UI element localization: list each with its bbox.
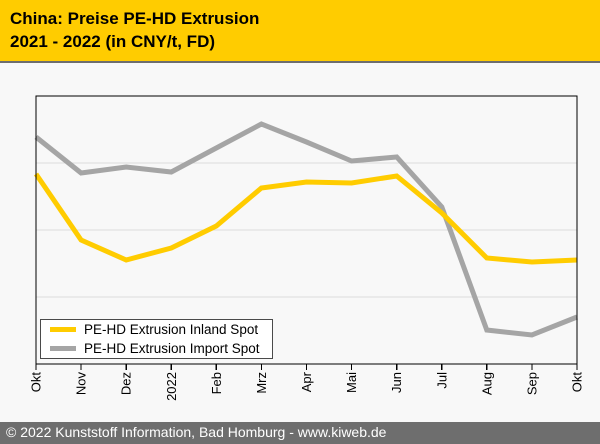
copyright-text: © 2022 Kunststoff Information, Bad Hombu… — [6, 424, 387, 440]
x-tick-label: Dez — [119, 372, 134, 395]
chart-title-line2: 2021 - 2022 (in CNY/t, FD) — [10, 32, 216, 51]
import-spot-line-swatch — [50, 346, 76, 351]
x-tick-label: Mrz — [254, 372, 269, 394]
x-tick-label: Aug — [479, 372, 494, 395]
x-tick-label: Okt — [29, 372, 44, 393]
chart-area: Okt Nov Dez 2022 Feb Mrz Apr Mai Jun Jul Aug Sep Okt… — [0, 63, 600, 422]
x-tick-label: Feb — [209, 372, 224, 394]
series-line-import — [34, 121, 578, 338]
legend-label-import-spot: PE-HD Extrusion Import Spot — [84, 341, 260, 356]
x-tick-label: Sep — [524, 372, 539, 395]
legend-item-import-spot: PE-HD Extrusion Import Spot — [50, 339, 272, 358]
x-tick-label: Mai — [344, 372, 359, 393]
series-line-inland — [33, 172, 578, 265]
chart-title-line1: China: Preise PE-HD Extrusion — [10, 9, 260, 28]
x-tick-label: 2022 — [164, 372, 179, 401]
x-tick-label: Nov — [74, 372, 89, 396]
price-line-chart: Okt Nov Dez 2022 Feb Mrz Apr Mai Jun Jul Aug Sep Okt — [29, 95, 585, 401]
chart-legend: PE-HD Extrusion Inland Spot PE-HD Extrus… — [40, 319, 273, 359]
x-tick-label: Apr — [299, 371, 314, 392]
legend-item-inland-spot: PE-HD Extrusion Inland Spot — [50, 320, 272, 339]
legend-label-inland-spot: PE-HD Extrusion Inland Spot — [84, 322, 259, 337]
copyright-footer: © 2022 Kunststoff Information, Bad Hombu… — [0, 422, 600, 444]
chart-header: China: Preise PE-HD Extrusion 2021 - 202… — [0, 0, 600, 63]
inland-spot-line-swatch — [50, 327, 76, 332]
x-tick-label: Okt — [570, 372, 585, 393]
x-tick-label: Jul — [434, 372, 449, 389]
x-tick-label: Jun — [389, 372, 404, 393]
